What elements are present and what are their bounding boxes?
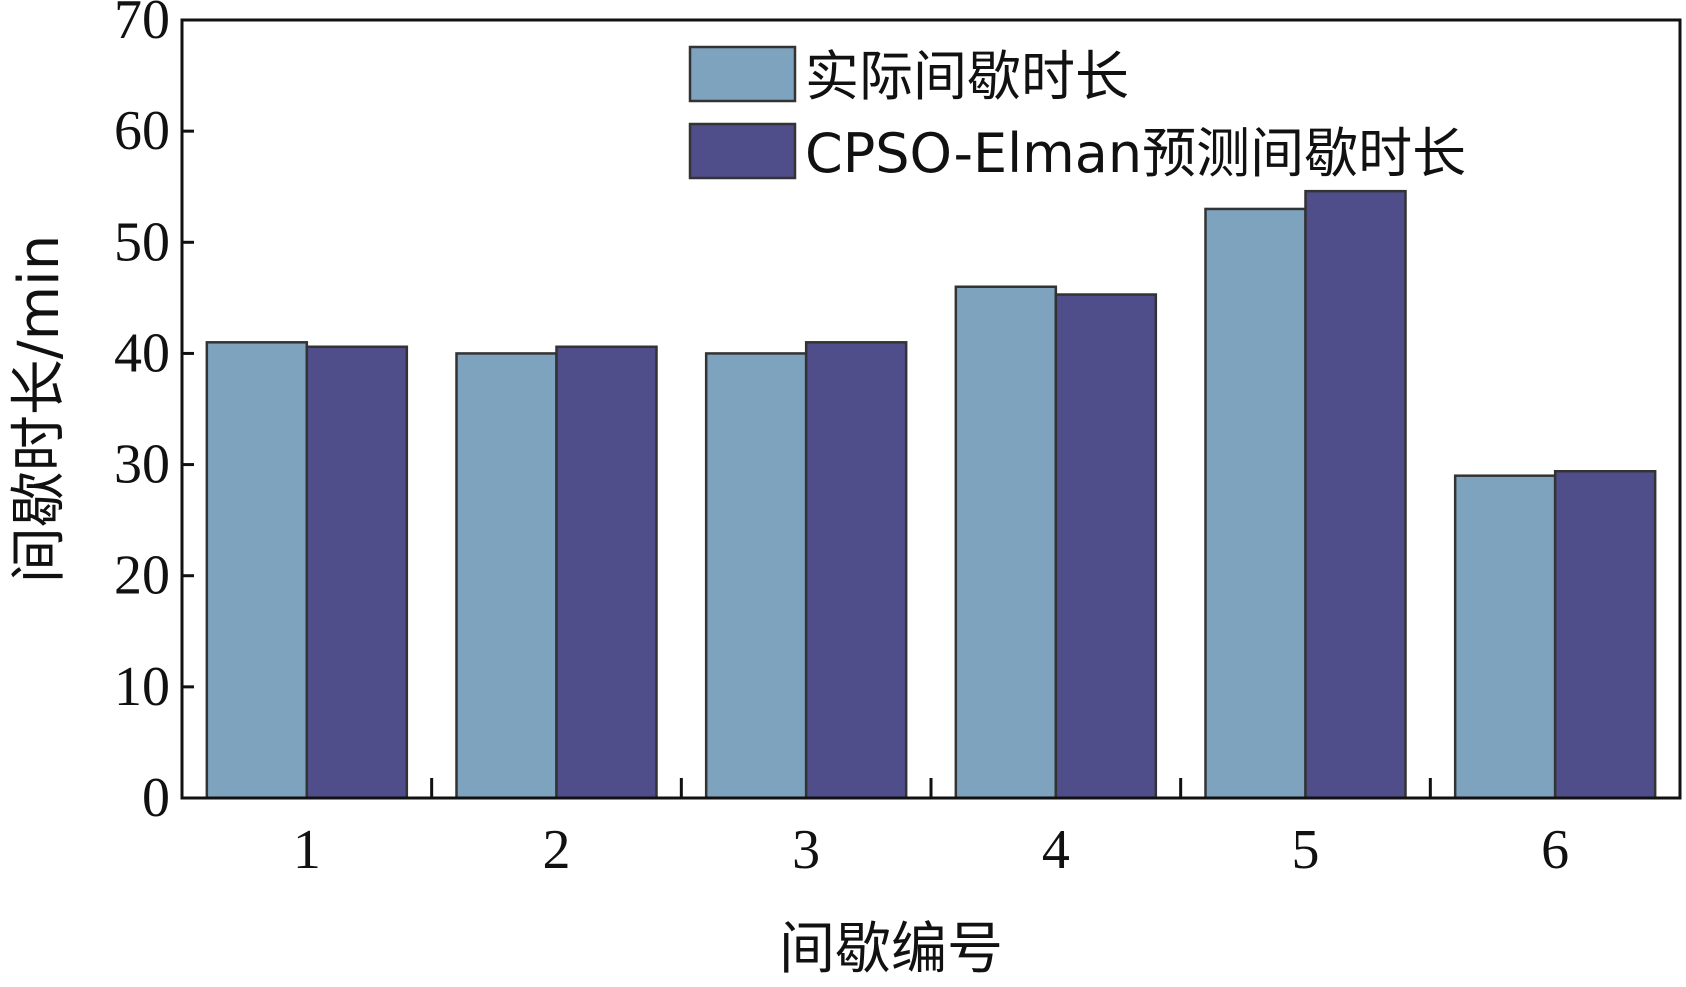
bar-actual-1 xyxy=(205,341,309,800)
legend: 实际间歇时长 CPSO-Elman预测间歇时长 xyxy=(688,45,1466,185)
y-tick-label-20: 20 xyxy=(114,545,170,607)
x-tick-label-1: 1 xyxy=(293,819,321,881)
legend-swatch-predicted xyxy=(688,122,797,180)
bar-predicted-3 xyxy=(804,341,908,800)
x-tick-label-4: 4 xyxy=(1042,819,1070,881)
bar-predicted-4 xyxy=(1054,293,1158,800)
bar-predicted-1 xyxy=(305,345,409,800)
legend-label-actual: 实际间歇时长 xyxy=(805,45,1129,108)
y-tick-label-60: 60 xyxy=(114,100,170,162)
y-tick-label-10: 10 xyxy=(114,656,170,718)
x-tick-label-2: 2 xyxy=(543,819,571,881)
y-tick-label-40: 40 xyxy=(114,322,170,384)
x-tick-label-5: 5 xyxy=(1292,819,1320,881)
axes: 0 10 20 30 40 50 60 70 1 2 3 4 5 6 xyxy=(114,0,1682,881)
y-tick-label-30: 30 xyxy=(114,434,170,496)
x-tick-label-3: 3 xyxy=(792,819,820,881)
y-axis-title: 间歇时长/min xyxy=(7,235,72,583)
x-tick-label-6: 6 xyxy=(1541,819,1569,881)
legend-label-predicted: CPSO-Elman预测间歇时长 xyxy=(805,122,1466,185)
bar-actual-3 xyxy=(704,352,808,800)
bar-actual-6 xyxy=(1453,474,1557,800)
y-tick-label-70: 70 xyxy=(114,0,170,51)
legend-swatch-actual xyxy=(688,45,797,103)
bar-actual-5 xyxy=(1204,207,1307,800)
bar-actual-4 xyxy=(954,285,1058,800)
bar-predicted-6 xyxy=(1553,469,1657,800)
bars xyxy=(205,189,1657,800)
bar-predicted-2 xyxy=(555,345,658,800)
y-tick-label-0: 0 xyxy=(142,767,170,829)
bar-actual-2 xyxy=(455,352,558,800)
bar-predicted-5 xyxy=(1304,189,1407,800)
x-axis-title: 间歇编号 xyxy=(779,917,1003,982)
y-tick-label-50: 50 xyxy=(114,211,170,273)
